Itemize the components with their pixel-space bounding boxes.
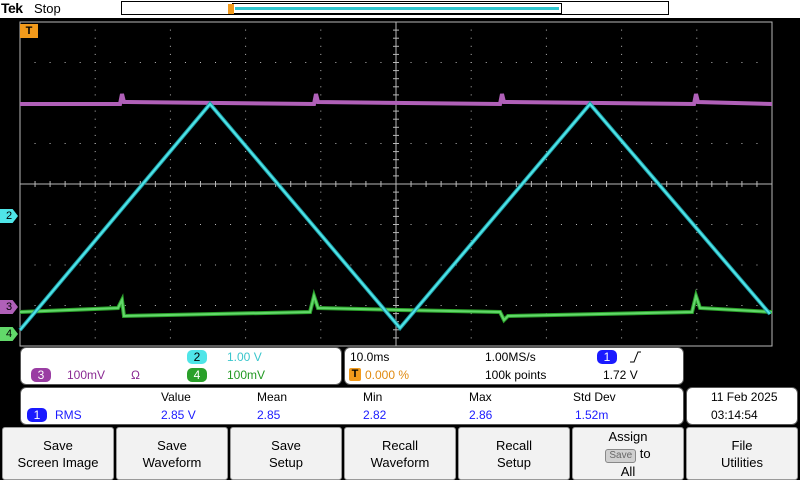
button-label-line3: All	[620, 463, 636, 479]
button-label-line2: Utilities	[721, 454, 763, 470]
record-length: 100k points	[485, 368, 547, 382]
ch2-offset-marker[interactable]: 2	[0, 209, 18, 223]
assign-to-label: to	[639, 445, 651, 461]
date-display: 11 Feb 2025	[711, 390, 778, 404]
acquisition-state: Stop	[34, 1, 61, 16]
ch3-offset-marker[interactable]: 3	[0, 300, 18, 314]
button-label-line1: Save	[43, 437, 73, 453]
button-label-line2: Screen Image	[17, 454, 99, 470]
meas-max: 2.86	[469, 408, 493, 422]
timebase-readout-panel[interactable]: 10.0ms 1.00MS/s 1 T 0.000 % 100k points …	[344, 347, 684, 385]
ch2-badge: 2	[187, 350, 207, 364]
button-label-line1: Recall	[381, 437, 419, 453]
trigger-position-icon: T	[349, 368, 361, 381]
save-waveform-button[interactable]: Save Waveform	[116, 427, 228, 480]
meas-type: RMS	[55, 408, 82, 422]
meas-stddev: 1.52m	[575, 408, 609, 422]
trigger-position: 0.000 %	[365, 368, 410, 382]
meas-header-mean: Mean	[257, 390, 288, 404]
file-utilities-button[interactable]: File Utilities	[686, 427, 798, 480]
button-label-line1: File	[731, 437, 753, 453]
ch3-termination: Ω	[131, 368, 140, 382]
ch4-offset-marker[interactable]: 4	[0, 327, 18, 341]
record-trigger-marker	[228, 4, 234, 14]
waveform-display[interactable]: T 2 3 4	[0, 18, 800, 348]
ch4-scale: 100mV	[227, 368, 266, 382]
sample-rate: 1.00MS/s	[485, 350, 536, 364]
ch3-trace	[20, 93, 773, 107]
meas-header-stddev: Std Dev	[573, 390, 616, 404]
ch2-trace-highlight	[19, 102, 771, 331]
measurement-panel[interactable]: Value Mean Min Max Std Dev 1 RMS 2.85 V …	[20, 387, 684, 425]
meas-header-max: Max	[469, 390, 492, 404]
rising-edge-icon	[630, 351, 641, 363]
graticule	[18, 21, 773, 347]
recall-setup-button[interactable]: Recall Setup	[458, 427, 570, 480]
button-label-line1: Save	[271, 437, 301, 453]
save-setup-button[interactable]: Save Setup	[230, 427, 342, 480]
save-screen-image-button[interactable]: Save Screen Image	[2, 427, 114, 480]
trigger-position-marker[interactable]: T	[20, 24, 38, 38]
meas-value: 2.85 V	[161, 408, 196, 422]
meas-header-min: Min	[363, 390, 383, 404]
datetime-panel: 11 Feb 2025 03:14:54	[686, 387, 798, 425]
horizontal-scale: 10.0ms	[350, 350, 390, 364]
trigger-level: 1.72 V	[603, 368, 638, 382]
ch4-badge: 4	[187, 368, 207, 382]
brand-logo: Tek	[1, 0, 23, 16]
trigger-source-badge: 1	[597, 350, 617, 364]
record-view-window[interactable]	[232, 3, 562, 14]
save-key-chip: Save	[605, 448, 637, 463]
button-label-line1: Assign	[608, 428, 648, 444]
meas-mean: 2.85	[257, 408, 281, 422]
button-label-line2: Waveform	[370, 454, 430, 470]
top-status-bar: Tek Stop	[0, 0, 800, 18]
ch3-scale: 100mV	[67, 368, 106, 382]
assign-save-button[interactable]: Assign Save to All	[572, 427, 684, 480]
button-label-line2: Waveform	[142, 454, 202, 470]
ch4-trace-highlight	[19, 292, 773, 322]
meas-header-value: Value	[161, 390, 191, 404]
ch2-trace	[18, 100, 772, 332]
ch2-scale: 1.00 V	[227, 350, 262, 364]
button-label-line2: Setup	[497, 454, 531, 470]
button-label-line1: Save	[157, 437, 187, 453]
channel-readout-panel[interactable]: 2 1.00 V 3 100mV Ω 4 100mV	[20, 347, 342, 385]
meas-min: 2.82	[363, 408, 387, 422]
ch3-badge: 3	[31, 368, 51, 382]
recall-waveform-button[interactable]: Recall Waveform	[344, 427, 456, 480]
meas-channel-badge: 1	[27, 408, 47, 422]
button-label-line1: Recall	[495, 437, 533, 453]
button-label-line2: Setup	[269, 454, 303, 470]
button-label-line2: Save to	[573, 445, 683, 463]
time-display: 03:14:54	[711, 408, 758, 422]
